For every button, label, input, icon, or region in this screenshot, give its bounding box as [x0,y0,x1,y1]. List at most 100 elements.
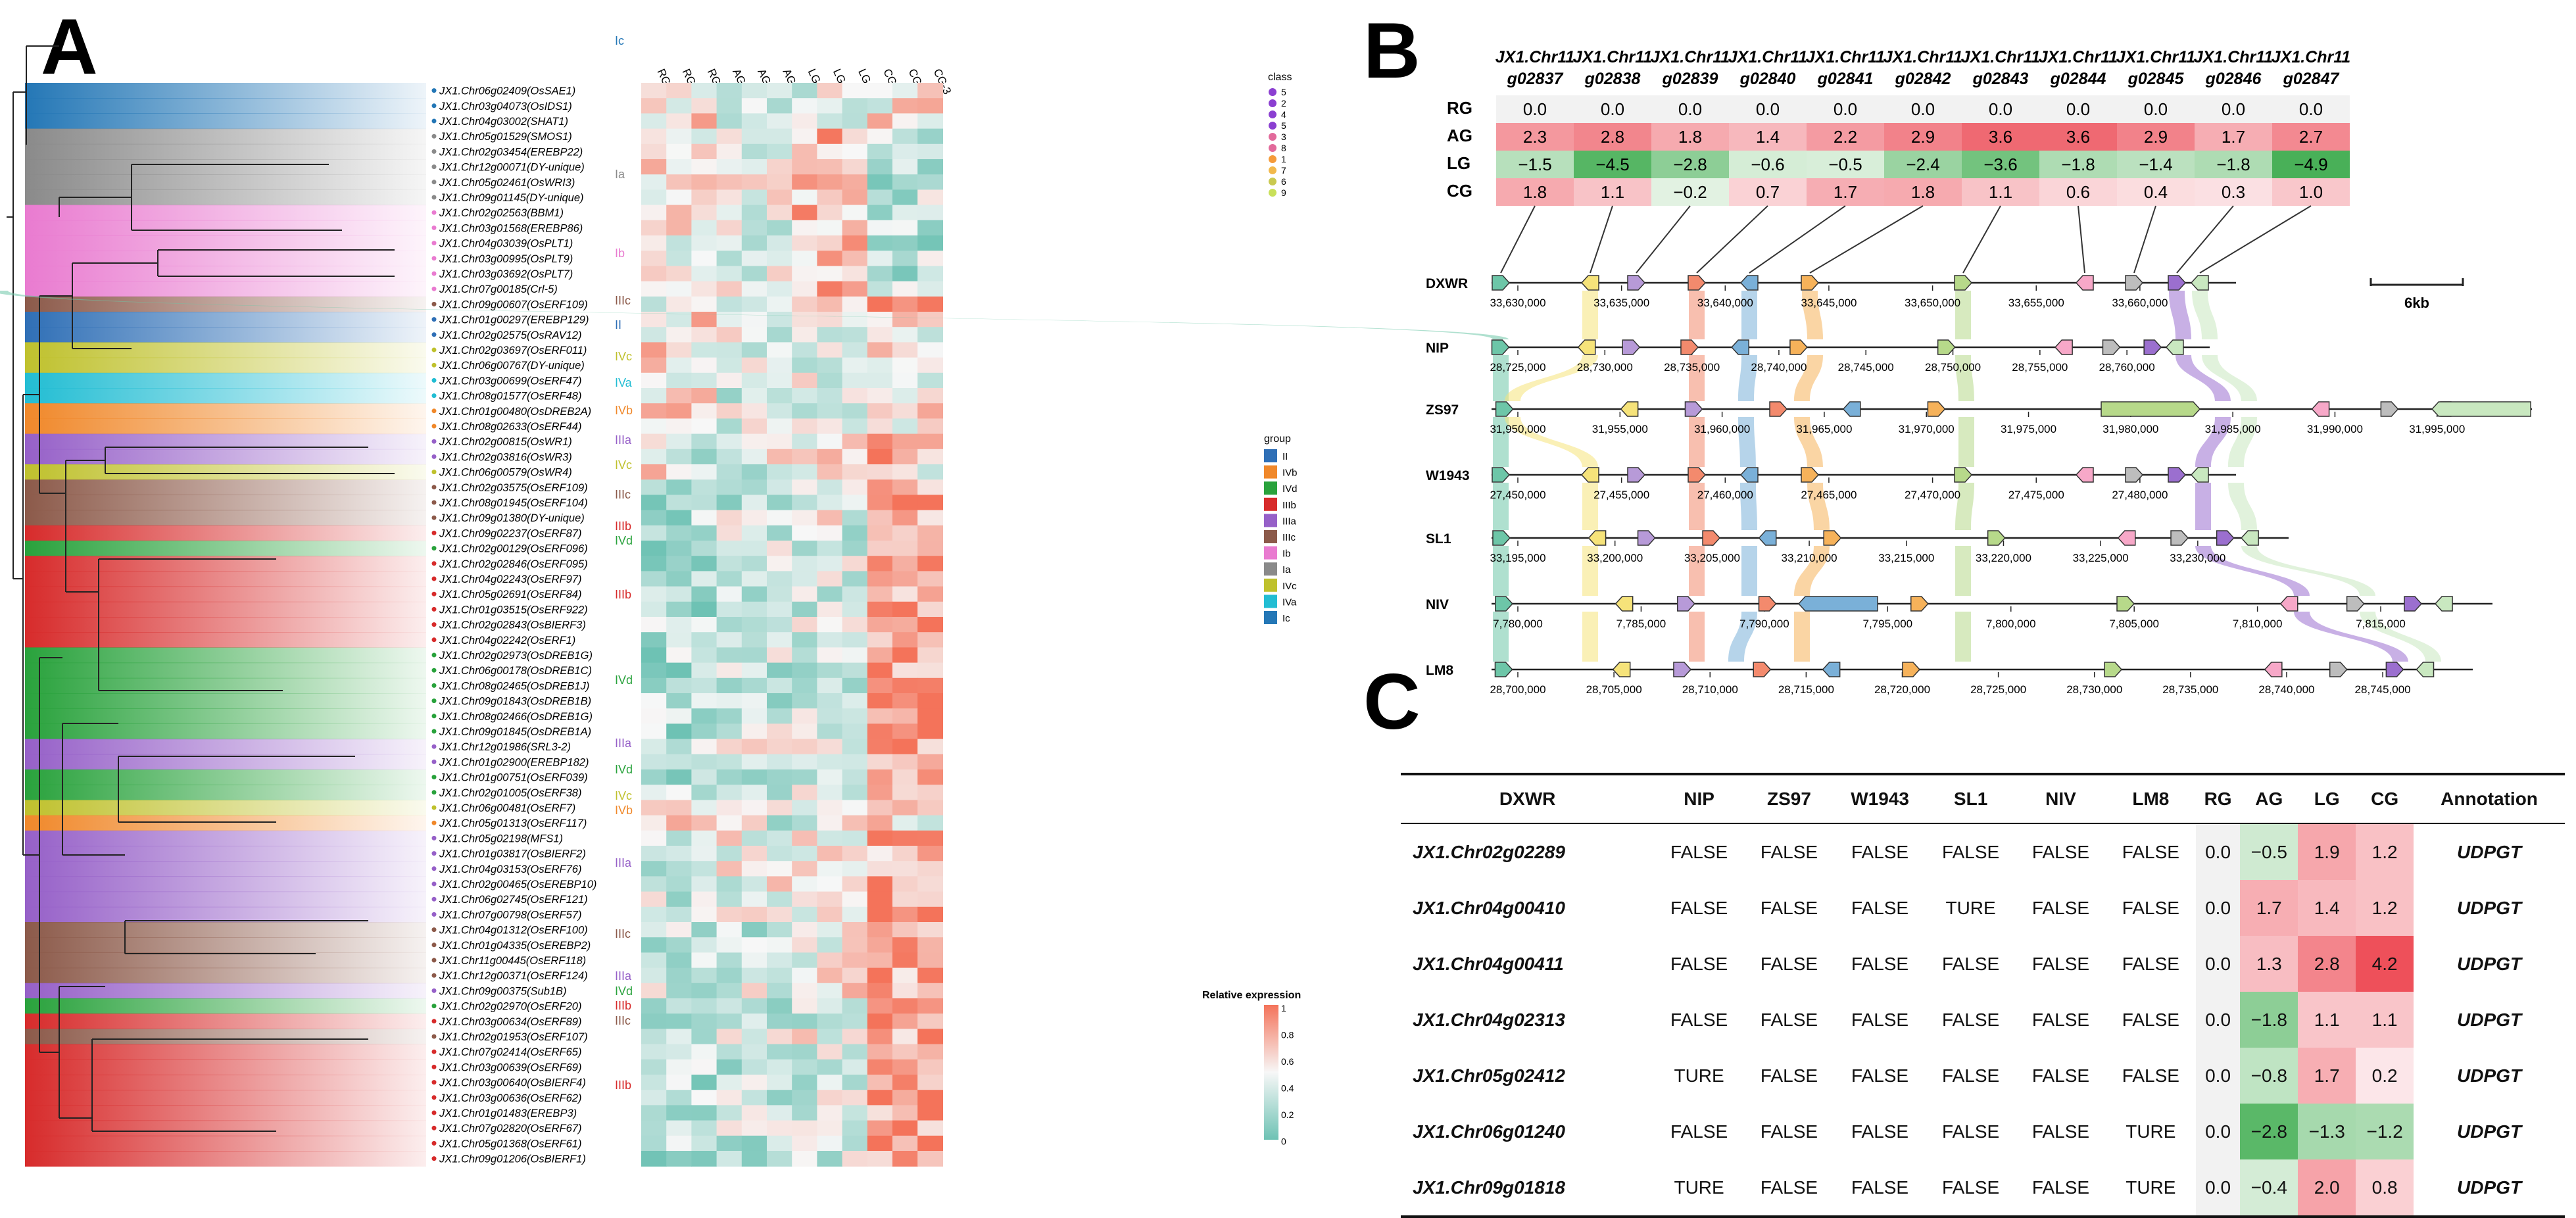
class-legend-dot [1269,166,1276,174]
heatmap-cell [691,1120,717,1136]
track-tick-label: 7,810,000 [2233,618,2283,630]
leaf-dot [431,729,437,734]
expression-cell [1807,151,1884,178]
heatmap-cell [767,128,792,145]
heatmap-cell [917,1029,943,1045]
expression-cell [1884,178,1962,206]
group-band [25,601,426,618]
heatmap-cell [641,220,667,236]
expression-cell [2272,178,2350,206]
heatmap-cell [666,662,692,679]
heatmap-cell [691,418,717,435]
heatmap-cell [842,296,868,312]
track-tick-label: 28,725,000 [1970,683,2026,696]
class-legend-label: 8 [1281,143,1286,153]
heatmap-cell [691,296,717,312]
heatmap-cell [691,693,717,709]
heatmap-cell [817,937,843,953]
expression-value: 0.3 [2222,182,2245,202]
heatmap-cell [842,464,868,480]
annotation-cell: UDPGT [2457,897,2522,918]
heatmap-cell [792,312,817,328]
table-row: JX1.Chr06g01240 FALSE FALSE FALSE FALSE FALSE… [1401,1104,2565,1159]
heatmap-cell [691,800,717,816]
heatmap-cell [767,617,792,633]
heatmap-cell [767,586,792,602]
heatmap-cell [666,128,692,145]
heatmap-cell [691,952,717,969]
leaf-dot [431,973,437,978]
heatmap-cell [741,174,767,190]
heatmap-cell [842,1151,868,1167]
tree-branch [98,558,283,691]
track-tick-label: 28,725,000 [1490,361,1545,374]
heatmap-cell [741,1059,767,1075]
group-label: IIIc [615,294,631,307]
heatmap-cell [666,601,692,618]
leaf-dot [431,530,437,535]
presence-cell: FALSE [1760,897,1818,918]
heatmap-cell [691,1059,717,1075]
heatmap-cell [792,83,817,99]
gene-arrow [1577,339,1596,355]
heatmap-cell [917,1090,943,1106]
heatmap-cell [641,586,667,602]
heatmap-cell [691,403,717,419]
expression-value: −2.4 [1906,155,1939,174]
group-legend-label: IIIb [1282,500,1296,511]
group-legend-swatch [1264,595,1277,608]
heatmap-cell [741,906,767,923]
heatmap-cell [867,1013,893,1029]
leaf-dot [431,606,437,612]
heatmap-cell [817,861,843,877]
heatmap-cell [691,510,717,526]
gene-arrow [1492,530,1511,546]
heatmap-cell [767,312,792,328]
track-tick-label: 7,790,000 [1739,618,1789,630]
gene-label: JX1.Chr12g01986(SRL3-2) [439,741,571,753]
group-band [25,1151,426,1167]
heatmap-cell [792,785,817,800]
heatmap-cell [716,174,742,190]
heatmap-cell [867,327,893,343]
expression-cell [2195,123,2272,151]
expression-cell: −1.8 [2240,992,2298,1048]
heatmap-cell [867,1044,893,1060]
heatmap-cell [716,479,742,495]
heatmap-cell [741,967,767,984]
tree-branch [13,91,26,579]
expression-cell [1574,151,1651,178]
expression-cell: 1.1 [2356,992,2414,1048]
presence-cell: FALSE [1851,1009,1909,1030]
track-tick-label: 33,655,000 [2008,297,2064,309]
leaf-dot [431,775,437,780]
heatmap-cell [892,922,918,938]
heatmap-cell [842,510,868,526]
heatmap-cell [867,357,893,374]
heatmap-cell [716,662,742,679]
heatmap-cell [666,98,692,114]
presence-cell: FALSE [1942,953,2000,974]
track-tick-label: 27,475,000 [2008,489,2064,501]
heatmap-cell [817,357,843,374]
heatmap-cell [767,1090,792,1106]
heatmap-cell [892,433,918,450]
expression-cell: 0.0 [2195,880,2241,936]
heatmap-cell [792,541,817,556]
heatmap-cell [867,800,893,816]
heatmap-cell [842,647,868,664]
heatmap-cell [917,251,943,266]
heatmap-cell [691,525,717,541]
gene-arrow [1902,662,1920,677]
heatmap-cell [917,113,943,130]
heatmap-cell [691,617,717,633]
heatmap-cell [892,785,918,800]
heatmap-cell [666,1090,692,1106]
heatmap-cell [716,372,742,389]
gene-arrow [1769,401,1788,417]
expression-value: 1.1 [1601,182,1624,202]
leaf-dot [431,805,437,810]
group-legend-label: IVa [1282,597,1297,608]
expression-cell [2195,178,2272,206]
heatmap-cell [666,983,692,999]
